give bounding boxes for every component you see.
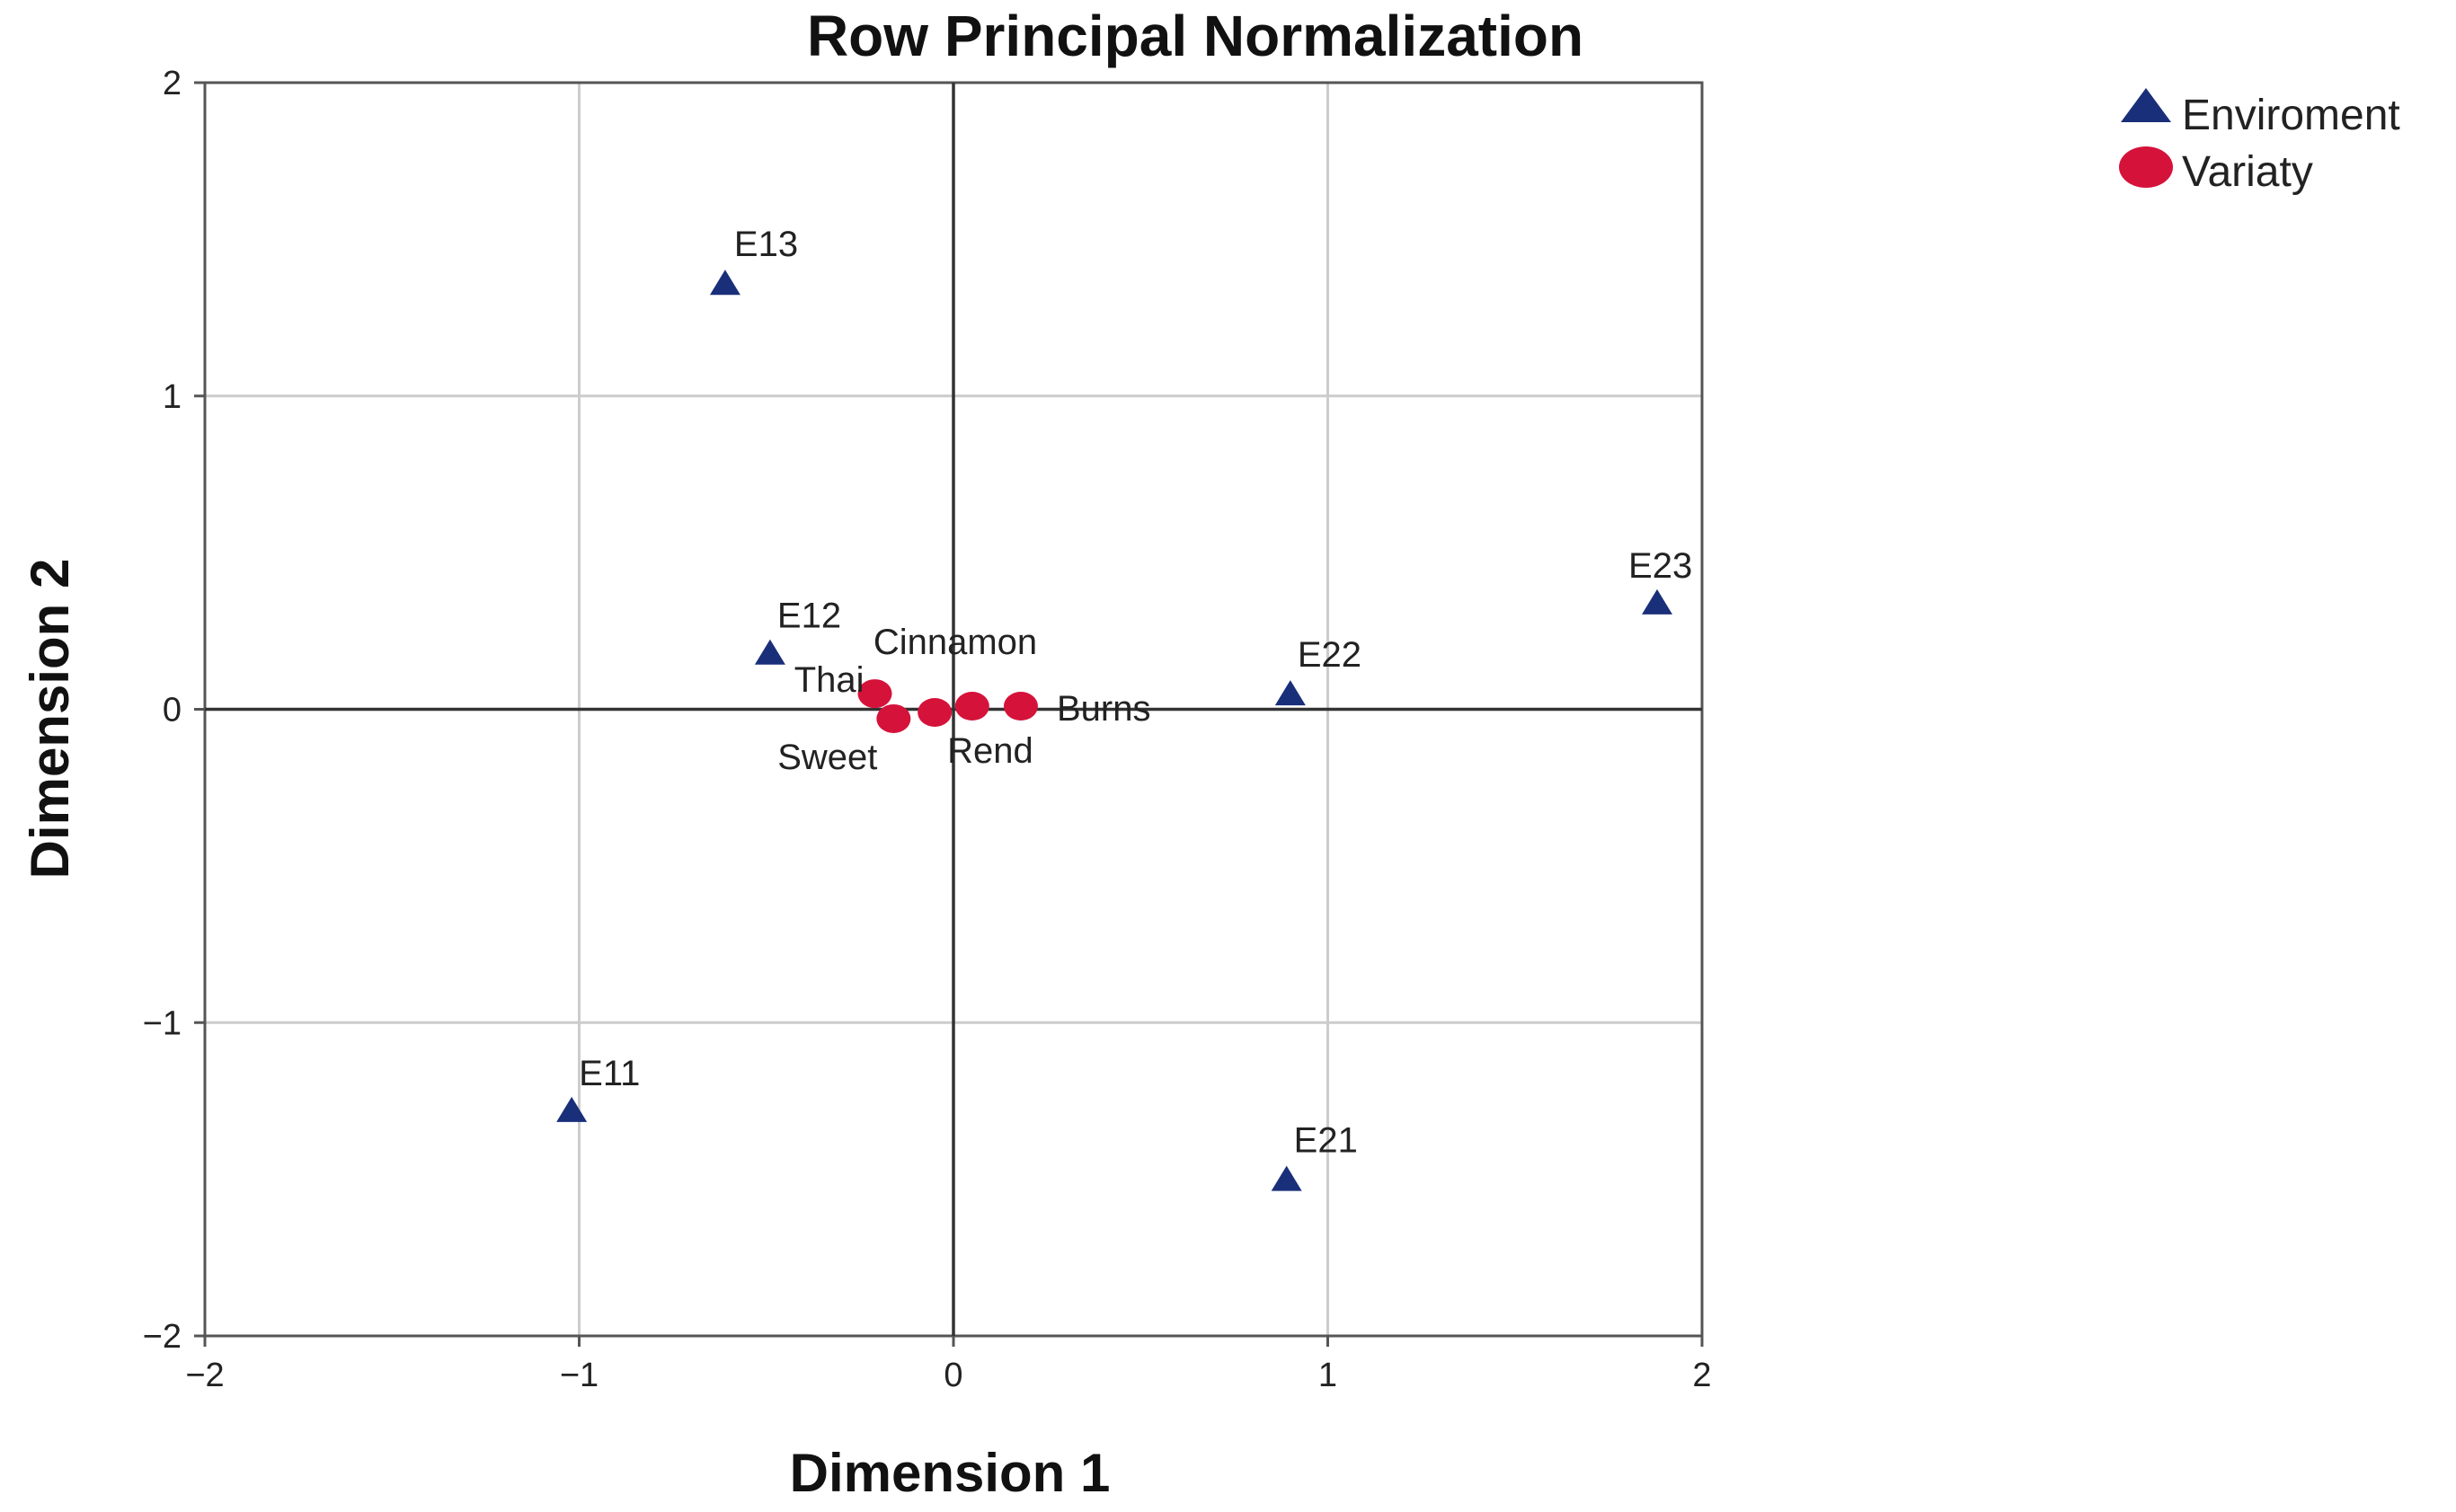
point-burns	[1003, 692, 1038, 721]
series-variaty: Thai Sweet Rend Cinnamon Burns	[777, 623, 1150, 777]
point-label-thai: Thai	[794, 660, 864, 700]
x-tick-label: 2	[1692, 1357, 1711, 1394]
y-tick-label: 2	[163, 65, 182, 102]
point-e21	[1271, 1165, 1302, 1191]
y-axis-label: Dimension 2	[20, 559, 80, 880]
x-axis-ticks: −2 −1 0 1 2	[185, 1336, 1712, 1394]
point-sweet	[876, 703, 911, 733]
circle-marker-icon	[2119, 146, 2173, 188]
point-label-e22: E22	[1298, 635, 1361, 675]
point-label-e12: E12	[777, 597, 841, 636]
point-label-burns: Burns	[1057, 689, 1151, 729]
point-e12	[754, 639, 785, 665]
series-enviroment: E13 E12 E11 E22 E21 E23	[556, 225, 1692, 1191]
point-e11	[556, 1096, 588, 1122]
y-axis-ticks: 2 1 0 −1 −2	[143, 65, 205, 1356]
triangle-marker-icon	[2121, 88, 2171, 122]
point-e22	[1274, 680, 1306, 706]
legend-item-variaty: Variaty	[2119, 146, 2313, 196]
point-label-e21: E21	[1294, 1121, 1358, 1161]
y-tick-label: −2	[143, 1318, 182, 1356]
point-label-cinnamon: Cinnamon	[873, 623, 1037, 662]
legend-label-enviroment: Enviroment	[2182, 92, 2400, 139]
data-points: E13 E12 E11 E22 E21 E23 Thai Sweet Rend Cinnamon B…	[556, 225, 1692, 1191]
x-tick-label: 0	[944, 1357, 962, 1394]
point-label-e11: E11	[579, 1054, 640, 1093]
x-tick-label: −1	[560, 1357, 598, 1394]
point-label-sweet: Sweet	[777, 738, 877, 777]
x-tick-label: −2	[185, 1357, 224, 1394]
legend-item-enviroment: Enviroment	[2121, 88, 2400, 139]
legend-label-variaty: Variaty	[2182, 148, 2313, 196]
chart-title: Row Principal Normalization	[807, 4, 1583, 68]
point-label-rend: Rend	[947, 731, 1033, 771]
point-e23	[1642, 588, 1673, 615]
legend: Enviroment Variaty	[2119, 88, 2400, 196]
y-tick-label: −1	[143, 1004, 182, 1042]
point-label-e13: E13	[734, 225, 798, 264]
point-e13	[709, 270, 740, 296]
point-rend	[918, 697, 953, 727]
y-tick-label: 0	[163, 692, 182, 729]
x-axis-label: Dimension 1	[790, 1443, 1111, 1503]
y-tick-label: 1	[163, 378, 182, 416]
reference-lines	[205, 83, 1702, 1336]
x-tick-label: 1	[1318, 1357, 1337, 1394]
point-label-e23: E23	[1628, 546, 1692, 586]
point-cinnamon	[954, 692, 989, 721]
point-thai	[857, 679, 892, 709]
